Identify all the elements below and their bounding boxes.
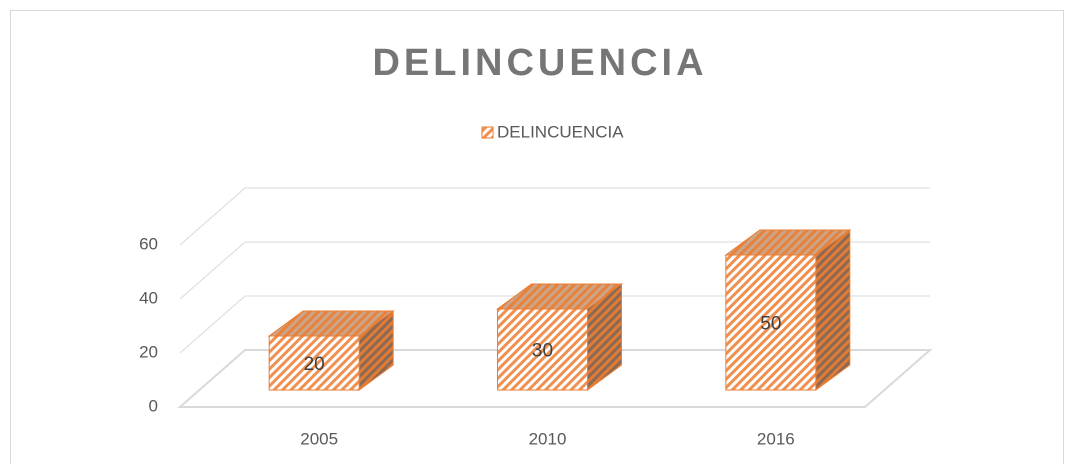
grid-line: [179, 295, 930, 354]
bar-side: [815, 229, 851, 391]
bar-front: [268, 335, 360, 391]
bar: [267, 310, 395, 391]
x-tick-label: 2005: [300, 429, 338, 448]
chart-title: DELINCUENCIA: [372, 42, 707, 84]
y-tick-label: 0: [149, 396, 158, 415]
data-label: 20: [304, 354, 325, 375]
y-tick-label: 60: [139, 234, 158, 253]
grid-line: [179, 349, 930, 408]
grid-line: [179, 187, 930, 246]
legend-label: DELINCUENCIA: [497, 122, 624, 141]
y-tick-label: 20: [139, 342, 158, 361]
bar-front: [497, 308, 588, 391]
grid-line: [179, 241, 930, 300]
bar-front: [725, 254, 817, 391]
data-label: 50: [760, 314, 781, 335]
x-tick-label: 2010: [529, 429, 567, 448]
legend-swatch: [481, 126, 494, 139]
y-tick-label: 40: [139, 288, 158, 307]
bar: [724, 229, 852, 391]
data-label: 30: [532, 341, 553, 362]
x-tick-label: 2016: [757, 429, 795, 448]
bar: [495, 283, 624, 391]
